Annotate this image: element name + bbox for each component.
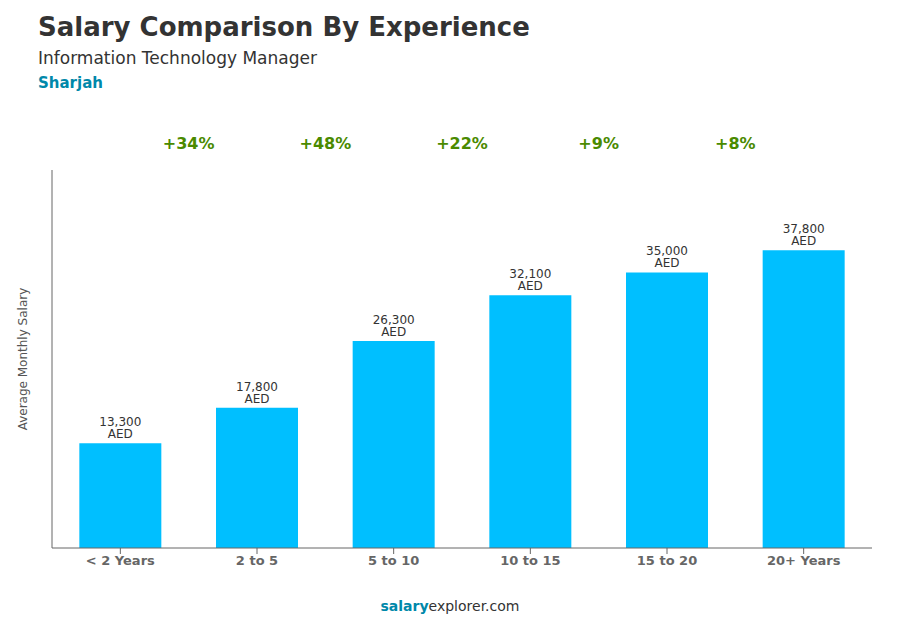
html-text:+34%: +34%: [162, 134, 215, 153]
svg-text:< 2 Years: < 2 Years: [86, 553, 155, 568]
html-text:Sharjah: Sharjah: [38, 74, 103, 92]
html-text:+48%: +48%: [299, 134, 352, 153]
html-text:Information Technology Manager: Information Technology Manager: [38, 48, 317, 68]
svg-text:26,300AED: 26,300AED: [373, 313, 415, 339]
html-text:+8%: +8%: [715, 134, 756, 153]
html-text:+9%: +9%: [578, 134, 619, 153]
svg-text:Average Monthly Salary: Average Monthly Salary: [16, 288, 30, 431]
svg-text:15 to 20: 15 to 20: [637, 553, 697, 568]
svg-text:37,800AED: 37,800AED: [783, 222, 825, 248]
html-text:Salary Comparison By Experienc: Salary Comparison By Experience: [38, 12, 530, 42]
svg-text:32,100AED: 32,100AED: [509, 267, 551, 293]
svg-text:13,300AED: 13,300AED: [99, 415, 141, 441]
svg-text:5 to 10: 5 to 10: [368, 553, 419, 568]
svg-text:17,800AED: 17,800AED: [236, 380, 278, 406]
svg-text:2 to 5: 2 to 5: [236, 553, 278, 568]
html-text:+22%: +22%: [436, 134, 488, 153]
svg-text:10 to 15: 10 to 15: [500, 553, 560, 568]
svg-text:20+ Years: 20+ Years: [767, 553, 841, 568]
svg-text:35,000AED: 35,000AED: [646, 244, 688, 270]
html-text:salary explorer.com: salary explorer.com: [380, 598, 520, 614]
